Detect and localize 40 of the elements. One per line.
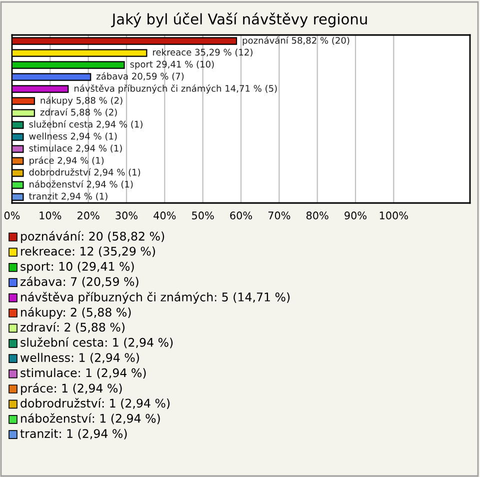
text: zábava: 7 (20,59 %) — [20, 276, 138, 288]
data-label: návštěva příbuzných či známých 14,71 % (5) — [74, 84, 277, 94]
x-tick-label: 20% — [78, 212, 100, 220]
x-tick-label: 90% — [344, 212, 366, 220]
data-label: poznávání 58,82 % (20) — [242, 36, 350, 46]
x-tick-label: 30% — [116, 212, 138, 220]
x-tick-label: 100% — [380, 212, 408, 220]
data-label: wellness 2,94 % (1) — [29, 132, 117, 141]
data-label: zdraví 5,88 % (2) — [40, 108, 117, 117]
data-label: zábava 20,59 % (7) — [96, 72, 184, 81]
data-label: sport 29,41 % (10) — [130, 60, 214, 70]
text: nákupy: 2 (5,88 %) — [21, 307, 131, 319]
chart-title: Jaký byl účel Vaší návštěvy regionu — [111, 12, 367, 28]
data-label: služební cesta 2,94 % (1) — [29, 120, 142, 129]
data-label: stimulace 2,94 % (1) — [29, 144, 122, 153]
data-label: nákupy 5,88 % (2) — [40, 96, 122, 106]
text: dobrodružství: 1 (2,94 %) — [20, 398, 170, 410]
data-label: rekreace 35,29 % (12) — [153, 48, 252, 57]
data-label: náboženství 2,94 % (1) — [30, 180, 133, 189]
data-label: práce 2,94 % (1) — [30, 156, 104, 166]
text: náboženství: 1 (2,94 %) — [21, 413, 160, 424]
text: sport: 10 (29,41 %) — [20, 262, 134, 274]
text: služební cesta: 1 (2,94 %) — [20, 337, 173, 348]
text: stimulace: 1 (2,94 %) — [20, 368, 146, 379]
data-label: tranzit 2,94 % (1) — [29, 192, 108, 201]
x-tick-label: 40% — [154, 212, 176, 220]
x-tick-label: 0% — [4, 212, 20, 220]
text: wellness: 1 (2,94 %) — [20, 352, 139, 364]
data-label: dobrodružství 2,94 % (1) — [29, 168, 140, 177]
text: rekreace: 12 (35,29 %) — [21, 246, 155, 258]
x-tick-label: 70% — [268, 212, 290, 220]
text: zdraví: 2 (5,88 %) — [20, 322, 124, 334]
text: návštěva příbuzných či známých: 5 (14,71 %) — [21, 292, 290, 304]
x-tick-label: 50% — [192, 212, 214, 220]
x-tick-label: 60% — [230, 212, 252, 220]
text: poznávání: 20 (58,82 %) — [21, 231, 164, 243]
text: práce: 1 (2,94 %) — [21, 383, 122, 395]
text: tranzit: 1 (2,94 %) — [20, 428, 127, 440]
x-tick-label: 80% — [306, 212, 328, 220]
x-tick-label: 10% — [40, 212, 62, 220]
